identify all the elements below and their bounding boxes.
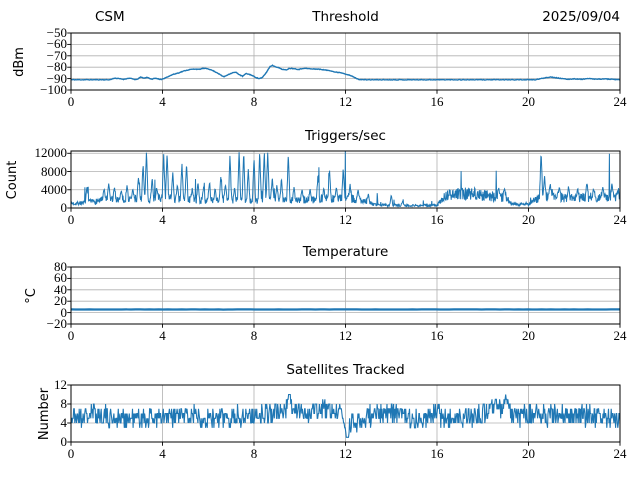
- y-tick-label: −100: [40, 82, 67, 97]
- y-tick-label: −20: [46, 316, 67, 331]
- y-tick-label: 4000: [41, 181, 67, 197]
- y-tick-label: 80: [54, 259, 67, 274]
- x-tick-label: 4: [159, 446, 166, 461]
- y-tick-label: 40: [54, 281, 67, 297]
- x-tick-label: 8: [250, 328, 258, 343]
- rf-threshold-dbm-line: [71, 64, 620, 81]
- temperature-title: Temperature: [302, 244, 389, 260]
- x-tick-label: 0: [67, 328, 75, 343]
- date-label: 2025/09/04: [542, 9, 620, 25]
- x-tick-label: 24: [613, 212, 627, 227]
- x-tick-label: 20: [522, 328, 535, 343]
- x-tick-label: 16: [430, 446, 444, 461]
- y-tick-label: 20: [54, 293, 67, 309]
- x-tick-label: 24: [613, 328, 627, 343]
- x-tick-label: 4: [159, 328, 166, 343]
- y-tick-label: 8000: [41, 163, 67, 179]
- x-tick-label: 16: [430, 94, 444, 109]
- x-tick-label: 0: [67, 212, 75, 227]
- station-label: CSM: [95, 9, 125, 25]
- y-tick-label: −90: [46, 70, 67, 86]
- y-tick-label: 0: [60, 200, 68, 215]
- y-tick-label: −70: [46, 47, 67, 63]
- threshold-title: Threshold: [312, 9, 379, 25]
- x-tick-label: 20: [522, 446, 535, 461]
- x-tick-label: 8: [250, 446, 258, 461]
- y-tick-label: 0: [60, 304, 68, 320]
- satellite-count-line: [71, 393, 620, 438]
- y-tick-label: −80: [46, 59, 67, 75]
- triggers-title: Triggers/sec: [305, 128, 386, 144]
- triggers-y-axis-label: Count: [5, 160, 20, 200]
- x-tick-label: 12: [339, 446, 352, 461]
- y-tick-label: −50: [46, 25, 67, 40]
- satellites-tracked-plot: [67, 384, 621, 446]
- x-tick-label: 12: [339, 212, 352, 227]
- y-tick-label: 60: [54, 270, 67, 286]
- triggers-per-sec-plot: [67, 150, 621, 212]
- threshold-plot: [67, 32, 621, 94]
- x-tick-label: 16: [430, 212, 444, 227]
- x-tick-label: 16: [430, 328, 444, 343]
- x-tick-label: 12: [339, 328, 352, 343]
- x-tick-label: 0: [67, 446, 75, 461]
- y-tick-label: 0: [60, 434, 68, 449]
- x-tick-label: 20: [522, 212, 535, 227]
- x-tick-label: 8: [250, 94, 258, 109]
- x-tick-label: 8: [250, 212, 258, 227]
- x-tick-label: 24: [613, 94, 627, 109]
- x-tick-label: 24: [613, 446, 627, 461]
- temperature-plot: [67, 266, 621, 328]
- x-tick-label: 0: [67, 94, 75, 109]
- x-tick-label: 4: [159, 94, 166, 109]
- x-tick-label: 20: [522, 94, 535, 109]
- x-tick-label: 4: [159, 212, 166, 227]
- x-tick-label: 12: [339, 94, 352, 109]
- y-tick-label: 4: [60, 415, 68, 430]
- y-tick-label: −60: [46, 36, 67, 52]
- y-tick-label: 8: [60, 396, 68, 411]
- y-tick-label: 12: [54, 377, 67, 392]
- satellites-title: Satellites Tracked: [286, 362, 405, 378]
- trigger-count-line: [71, 151, 620, 208]
- y-tick-label: 12000: [34, 145, 68, 161]
